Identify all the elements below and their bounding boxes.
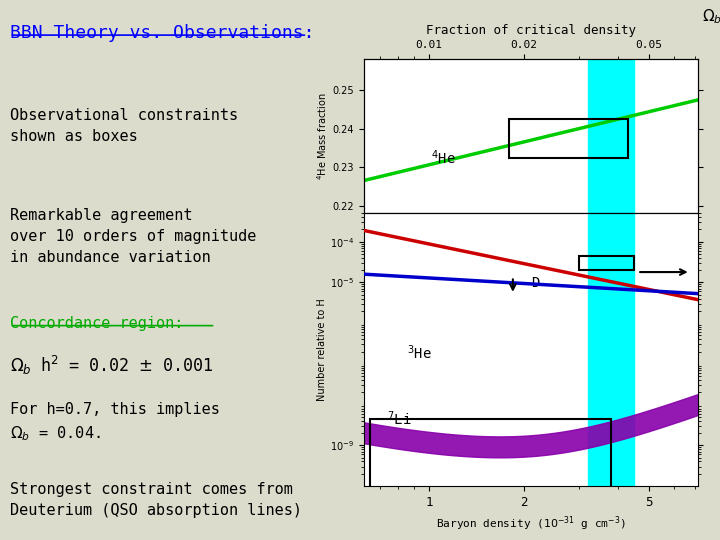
Text: $\Omega_b$: $\Omega_b$: [702, 7, 720, 26]
Bar: [588, 59, 634, 213]
Text: Observational constraints
shown as boxes: Observational constraints shown as boxes: [9, 108, 238, 144]
Text: Strongest constraint comes from
Deuterium (QSO absorption lines): Strongest constraint comes from Deuteriu…: [9, 482, 302, 518]
Text: $^4$He: $^4$He: [431, 148, 455, 167]
X-axis label: Baryon density ($10^{-31}$ g cm$^{-3}$): Baryon density ($10^{-31}$ g cm$^{-3}$): [436, 514, 626, 533]
Text: BBN Theory vs. Observations:: BBN Theory vs. Observations:: [9, 24, 314, 42]
Y-axis label: $^4$He Mass fraction: $^4$He Mass fraction: [315, 93, 330, 180]
Bar: [588, 213, 634, 486]
Text: D: D: [531, 276, 539, 290]
X-axis label: Fraction of critical density: Fraction of critical density: [426, 24, 636, 37]
Text: For h=0.7, this implies
$\Omega_b$ = 0.04.: For h=0.7, this implies $\Omega_b$ = 0.0…: [9, 402, 220, 443]
Text: Remarkable agreement
over 10 orders of magnitude
in abundance variation: Remarkable agreement over 10 orders of m…: [9, 208, 256, 265]
Text: $\Omega_b$ h$^2$ = 0.02 $\pm$ 0.001: $\Omega_b$ h$^2$ = 0.02 $\pm$ 0.001: [9, 354, 213, 377]
Bar: [370, 419, 611, 492]
Text: $^3$He: $^3$He: [407, 343, 432, 362]
Text: Concordance region:: Concordance region:: [9, 316, 183, 331]
Y-axis label: Number relative to H: Number relative to H: [317, 298, 327, 401]
Text: $^7$Li: $^7$Li: [387, 409, 412, 428]
Bar: [579, 256, 634, 270]
Bar: [509, 119, 628, 158]
